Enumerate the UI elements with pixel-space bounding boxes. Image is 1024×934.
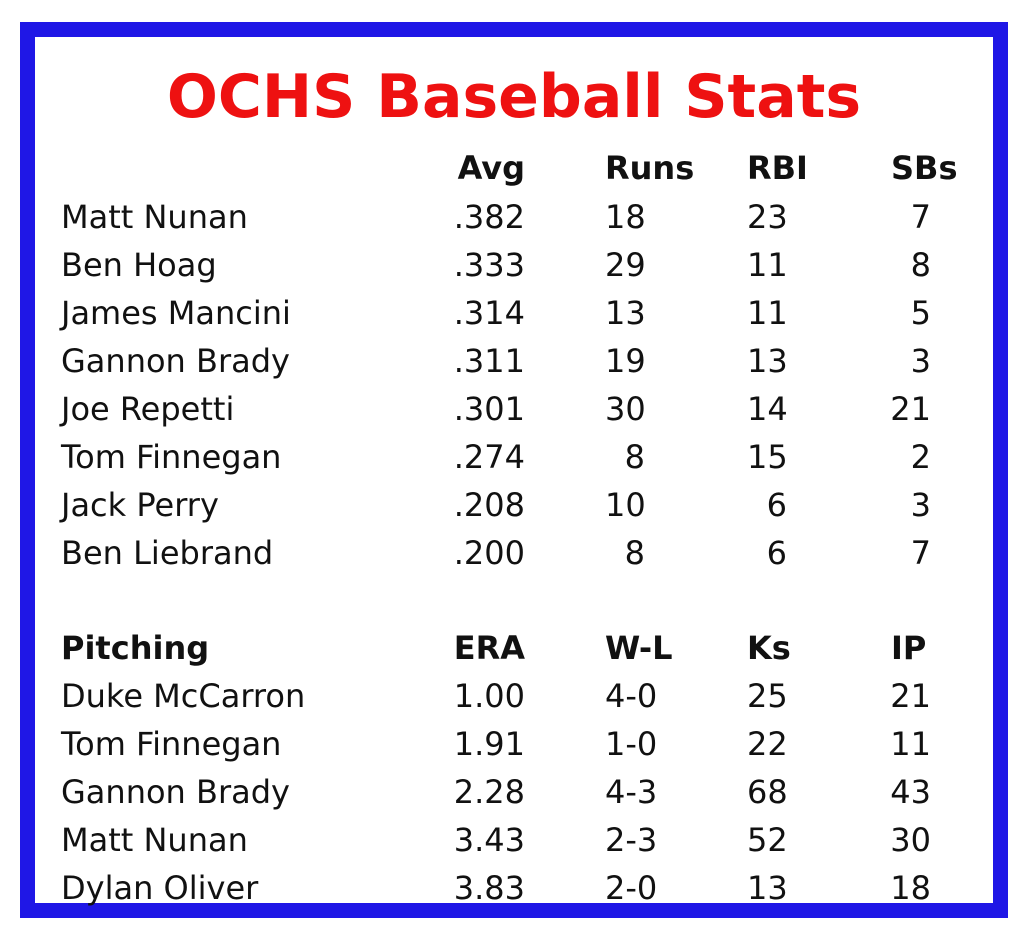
player-name: Ben Liebrand [61, 534, 274, 572]
player-avg: .301 [453, 390, 525, 428]
batting-row: Joe Repetti .301 30 14 21 [35, 385, 993, 433]
pitcher-name: Matt Nunan [61, 821, 248, 859]
batting-row: Tom Finnegan .274 8 15 2 [35, 433, 993, 481]
header-sbs: SBs [891, 149, 958, 187]
batting-row: Matt Nunan .382 18 23 7 [35, 193, 993, 241]
pitcher-wl: 1-0 [605, 725, 658, 763]
pitcher-ks: 22 [747, 725, 788, 763]
pitcher-ip: 30 [890, 821, 931, 859]
pitcher-wl: 2-3 [605, 821, 658, 859]
player-rbi: 23 [747, 198, 788, 236]
player-name: James Mancini [61, 294, 291, 332]
pitcher-name: Duke McCarron [61, 677, 306, 715]
pitcher-wl: 2-0 [605, 869, 658, 907]
batting-row: Ben Hoag .333 29 11 8 [35, 241, 993, 289]
player-rbi: 13 [747, 342, 788, 380]
player-runs: 8 [624, 438, 645, 476]
pitching-section-title: Pitching [61, 629, 210, 667]
player-name: Tom Finnegan [61, 438, 282, 476]
header-avg: Avg [457, 149, 525, 187]
batting-row: James Mancini .314 13 11 5 [35, 289, 993, 337]
pitcher-name: Dylan Oliver [61, 869, 259, 907]
pitcher-name: Tom Finnegan [61, 725, 282, 763]
page-title: OCHS Baseball Stats [166, 62, 862, 132]
player-name: Gannon Brady [61, 342, 290, 380]
player-avg: .208 [453, 486, 525, 524]
player-sbs: 7 [910, 198, 931, 236]
player-runs: 8 [624, 534, 645, 572]
player-rbi: 14 [747, 390, 788, 428]
pitcher-era: 1.00 [453, 677, 525, 715]
player-sbs: 2 [910, 438, 931, 476]
header-ip: IP [891, 629, 927, 667]
batting-row: Ben Liebrand .200 8 6 7 [35, 529, 993, 577]
player-runs: 29 [605, 246, 646, 284]
player-avg: .314 [453, 294, 525, 332]
pitcher-wl: 4-3 [605, 773, 658, 811]
pitcher-era: 2.28 [453, 773, 525, 811]
player-runs: 13 [605, 294, 646, 332]
pitcher-ks: 68 [747, 773, 788, 811]
pitching-row: Gannon Brady 2.28 4-3 68 43 [35, 768, 993, 816]
player-sbs: 3 [910, 486, 931, 524]
pitcher-name: Gannon Brady [61, 773, 290, 811]
pitcher-era: 1.91 [453, 725, 525, 763]
batting-row: Gannon Brady .311 19 13 3 [35, 337, 993, 385]
pitcher-ks: 52 [747, 821, 788, 859]
batting-row: Jack Perry .208 10 6 3 [35, 481, 993, 529]
pitcher-ip: 18 [890, 869, 931, 907]
player-sbs: 5 [910, 294, 931, 332]
pitcher-ip: 43 [890, 773, 931, 811]
header-rbi: RBI [747, 149, 808, 187]
pitcher-ip: 11 [890, 725, 931, 763]
stats-card: OCHS Baseball Stats Avg Runs RBI SBs Mat… [20, 22, 1008, 918]
pitcher-era: 3.83 [453, 869, 525, 907]
header-ks: Ks [747, 629, 791, 667]
player-avg: .200 [453, 534, 525, 572]
player-name: Ben Hoag [61, 246, 217, 284]
pitcher-ip: 21 [890, 677, 931, 715]
pitching-row: Tom Finnegan 1.91 1-0 22 11 [35, 720, 993, 768]
player-runs: 18 [605, 198, 646, 236]
player-rbi: 6 [766, 534, 787, 572]
batting-header-row: Avg Runs RBI SBs [35, 144, 993, 192]
header-runs: Runs [605, 149, 695, 187]
pitching-row: Matt Nunan 3.43 2-3 52 30 [35, 816, 993, 864]
pitching-header-row: Pitching ERA W-L Ks IP [35, 624, 993, 672]
player-rbi: 11 [747, 294, 788, 332]
pitcher-wl: 4-0 [605, 677, 658, 715]
player-runs: 10 [605, 486, 646, 524]
player-name: Joe Repetti [61, 390, 235, 428]
pitcher-era: 3.43 [453, 821, 525, 859]
player-avg: .311 [453, 342, 525, 380]
player-name: Jack Perry [61, 486, 219, 524]
player-runs: 19 [605, 342, 646, 380]
header-wl: W-L [605, 629, 673, 667]
header-era: ERA [453, 629, 525, 667]
player-name: Matt Nunan [61, 198, 248, 236]
player-avg: .333 [453, 246, 525, 284]
player-rbi: 6 [766, 486, 787, 524]
pitching-row: Duke McCarron 1.00 4-0 25 21 [35, 672, 993, 720]
player-sbs: 21 [890, 390, 931, 428]
pitcher-ks: 25 [747, 677, 788, 715]
player-runs: 30 [605, 390, 646, 428]
pitcher-ks: 13 [747, 869, 788, 907]
pitching-row: Dylan Oliver 3.83 2-0 13 18 [35, 864, 993, 912]
player-sbs: 3 [910, 342, 931, 380]
player-sbs: 8 [910, 246, 931, 284]
player-avg: .382 [453, 198, 525, 236]
player-rbi: 15 [747, 438, 788, 476]
player-avg: .274 [453, 438, 525, 476]
player-rbi: 11 [747, 246, 788, 284]
player-sbs: 7 [910, 534, 931, 572]
